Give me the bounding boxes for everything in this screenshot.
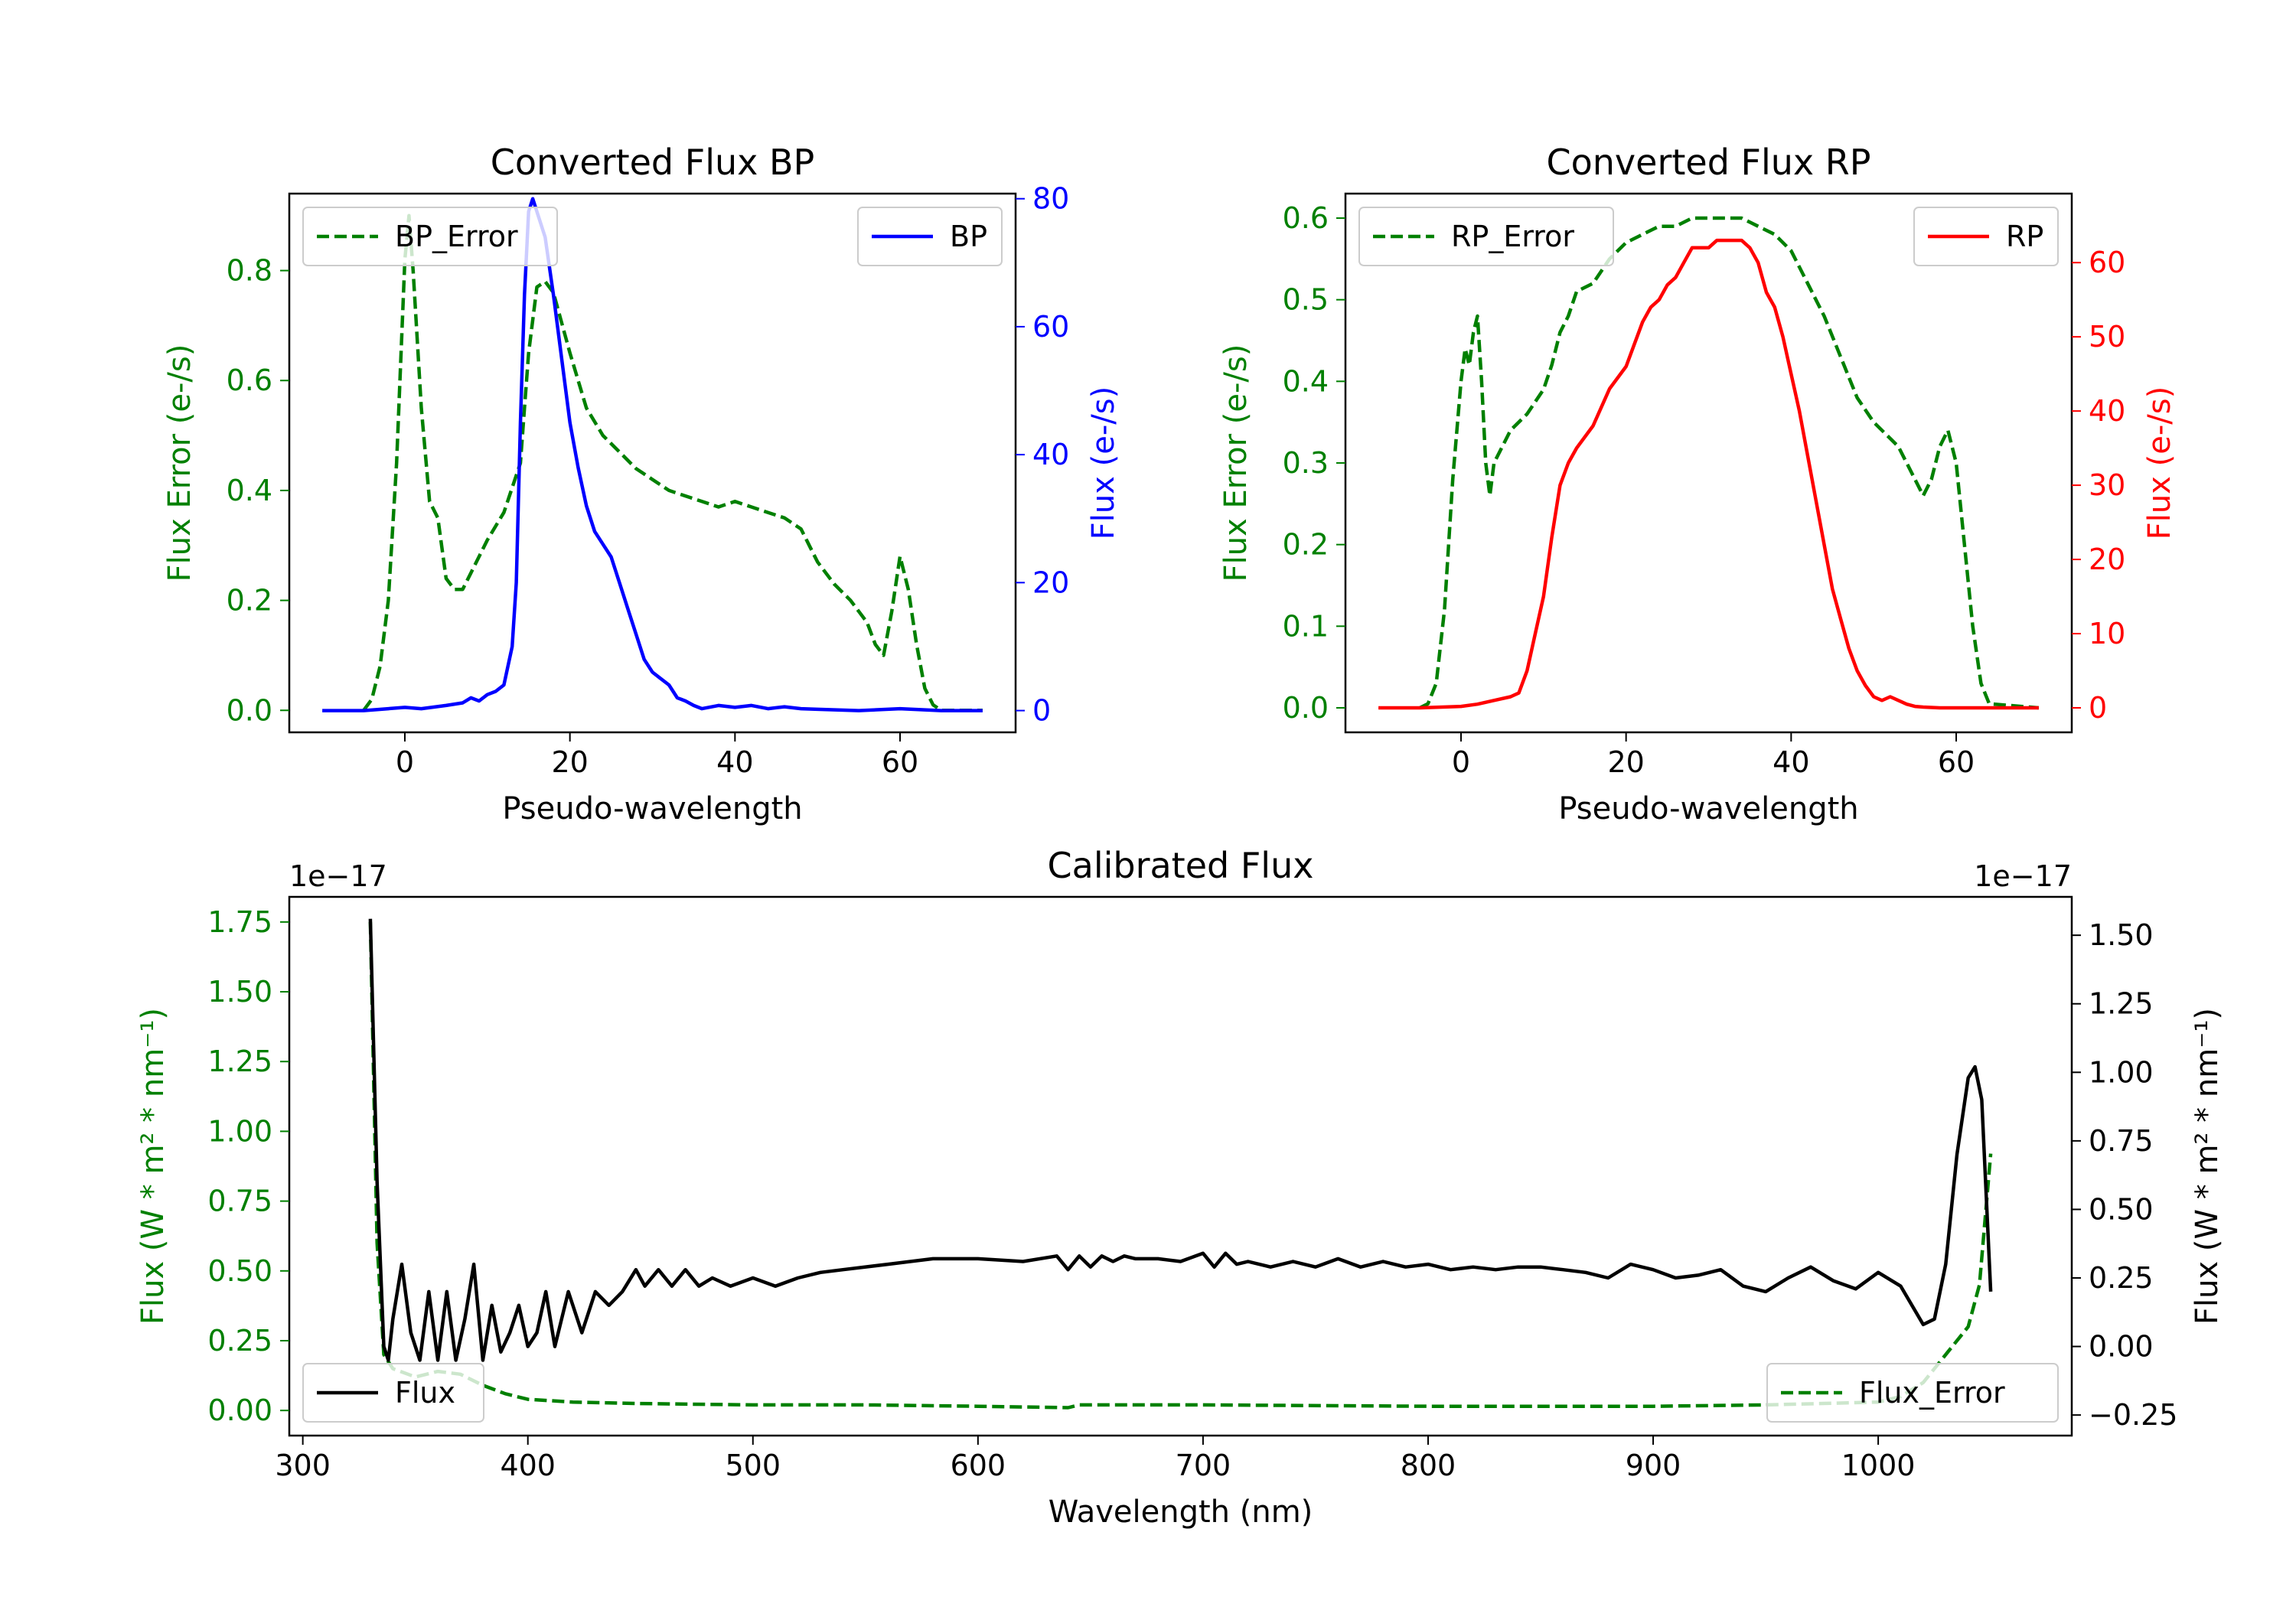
y-right-tick-label: 10 xyxy=(2089,617,2125,650)
series-line-bp-error xyxy=(362,214,983,712)
y-left-tick-label: 1.50 xyxy=(207,975,272,1009)
legend-box xyxy=(302,1363,484,1423)
legend-box xyxy=(1766,1363,2059,1423)
x-tick-label: 60 xyxy=(882,745,918,779)
x-tick-label: 700 xyxy=(1176,1449,1231,1482)
legend-label: BP_Error xyxy=(395,220,518,253)
y-right-tick-label: 20 xyxy=(1032,566,1069,599)
y-left-tick-label: 0.00 xyxy=(207,1393,272,1427)
x-tick-label: 0 xyxy=(396,745,414,779)
y-right-tick-label: 0.25 xyxy=(2089,1261,2154,1295)
y-left-tick-label: 1.75 xyxy=(207,905,272,939)
legend-label: BP xyxy=(950,220,987,253)
y-left-tick-label: 1.00 xyxy=(207,1114,272,1148)
legend-rp: RP xyxy=(1913,207,2059,266)
chart-bp: 0 20 40 60 0.0 0.2 0.4 0.6 0.8 0 20 40 60 80 Converted… xyxy=(162,142,1121,826)
x-tick-label: 800 xyxy=(1401,1449,1456,1482)
y-right-tick-label: 60 xyxy=(1032,310,1069,344)
chart-title: Converted Flux RP xyxy=(1547,142,1871,183)
axes-frame-calibrated xyxy=(288,895,2073,1437)
x-tick-label: 600 xyxy=(951,1449,1006,1482)
legend-label: Flux_Error xyxy=(1859,1376,2005,1410)
y-right-tick-label: 0.00 xyxy=(2089,1330,2154,1364)
legend-flux-error: Flux_Error xyxy=(1766,1363,2059,1423)
legend-label: RP xyxy=(2006,220,2043,253)
x-tick-label: 400 xyxy=(500,1449,556,1482)
x-tick-label: 500 xyxy=(726,1449,781,1482)
chart-calibrated: 300 400 500 600 700 800 900 1000 0.00 0.25 0.50 0.7… xyxy=(135,845,2225,1530)
y-left-tick-label: 0.8 xyxy=(227,254,272,288)
y-right-axis-label: Flux (e-/s) xyxy=(1086,386,1121,539)
y-left-axis-label: Flux (W * m² * nm⁻¹) xyxy=(135,1008,171,1325)
x-axis-label: Wavelength (nm) xyxy=(1049,1495,1313,1530)
y-left-tick-label: 0.0 xyxy=(227,693,272,727)
y-right-offset-text: 1e−17 xyxy=(1974,859,2072,893)
y-left-tick-label: 0.4 xyxy=(227,474,272,507)
x-tick-label: 20 xyxy=(1607,745,1644,779)
y-left-tick-label: 0.2 xyxy=(227,584,272,618)
series-line-flux xyxy=(368,918,1993,1362)
y-right-tick-label: 30 xyxy=(2089,468,2125,502)
y-right-tick-label: 1.50 xyxy=(2089,918,2154,952)
x-tick-label: 300 xyxy=(275,1449,331,1482)
y-right-axis-label: Flux (e-/s) xyxy=(2142,386,2177,539)
y-right-tick-label: 20 xyxy=(2089,543,2125,576)
y-left-offset-text: 1e−17 xyxy=(289,859,387,893)
chart-rp: 0 20 40 60 0.0 0.1 0.2 0.3 0.4 0.5 0.6 0 10 20 30 40 50 6… xyxy=(1218,142,2177,826)
x-axis-label: Pseudo-wavelength xyxy=(502,791,802,826)
series-line-bp xyxy=(322,197,983,712)
y-left-tick-label: 0.0 xyxy=(1283,691,1329,725)
legend-bp-error: BP_Error xyxy=(302,207,558,266)
legend-flux: Flux xyxy=(302,1363,484,1423)
y-right-tick-label: −0.25 xyxy=(2089,1398,2177,1432)
x-tick-label: 1000 xyxy=(1841,1449,1916,1482)
series-line-flux-error xyxy=(368,921,1993,1410)
series-line-rp-error xyxy=(1419,216,2040,710)
axes-frame-bp xyxy=(288,192,1017,734)
y-right-tick-label: 50 xyxy=(2089,320,2125,354)
y-right-tick-label: 60 xyxy=(2089,246,2125,279)
y-left-tick-label: 0.3 xyxy=(1283,446,1329,480)
y-left-tick-label: 0.75 xyxy=(207,1185,272,1218)
x-tick-label: 900 xyxy=(1626,1449,1681,1482)
y-left-axis-label: Flux Error (e-/s) xyxy=(162,344,197,582)
x-tick-label: 40 xyxy=(1773,745,1809,779)
y-left-tick-label: 0.4 xyxy=(1283,364,1329,398)
y-left-tick-label: 0.2 xyxy=(1283,528,1329,562)
x-tick-label: 40 xyxy=(716,745,753,779)
y-left-tick-label: 0.1 xyxy=(1283,609,1329,643)
y-right-tick-label: 40 xyxy=(2089,394,2125,428)
y-left-tick-label: 0.50 xyxy=(207,1254,272,1288)
y-left-tick-label: 0.25 xyxy=(207,1324,272,1358)
legend-box xyxy=(302,207,558,266)
plot-area: 0 20 40 60 0.0 0.2 0.4 0.6 0.8 0 20 40 60 80 Converted… xyxy=(135,142,2225,1530)
x-tick-label: 20 xyxy=(551,745,588,779)
legend-rp-error: RP_Error xyxy=(1358,207,1614,266)
y-right-tick-label: 1.25 xyxy=(2089,987,2154,1021)
y-right-tick-label: 0 xyxy=(1032,694,1051,728)
y-right-tick-label: 80 xyxy=(1032,182,1069,216)
x-axis-label: Pseudo-wavelength xyxy=(1558,791,1858,826)
chart-title: Calibrated Flux xyxy=(1048,845,1314,886)
x-tick-label: 60 xyxy=(1938,745,1975,779)
y-left-tick-label: 1.25 xyxy=(207,1045,272,1078)
y-right-tick-label: 40 xyxy=(1032,438,1069,471)
legend-label: Flux xyxy=(395,1376,455,1410)
y-right-tick-label: 0.75 xyxy=(2089,1124,2154,1158)
y-left-tick-label: 0.6 xyxy=(227,363,272,397)
y-left-tick-label: 0.6 xyxy=(1283,201,1329,235)
y-right-tick-label: 0 xyxy=(2089,691,2107,725)
series-line-rp xyxy=(1378,238,2039,710)
chart-title: Converted Flux BP xyxy=(491,142,815,183)
legend-bp: BP xyxy=(857,207,1003,266)
legend-label: RP_Error xyxy=(1451,220,1574,253)
y-right-tick-label: 1.00 xyxy=(2089,1055,2154,1089)
x-tick-label: 0 xyxy=(1452,745,1470,779)
y-left-axis-label: Flux Error (e-/s) xyxy=(1218,344,1254,582)
y-left-tick-label: 0.5 xyxy=(1283,283,1329,317)
legend-box xyxy=(1358,207,1614,266)
y-right-tick-label: 0.50 xyxy=(2089,1192,2154,1226)
y-right-axis-label: Flux (W * m² * nm⁻¹) xyxy=(2190,1008,2225,1325)
